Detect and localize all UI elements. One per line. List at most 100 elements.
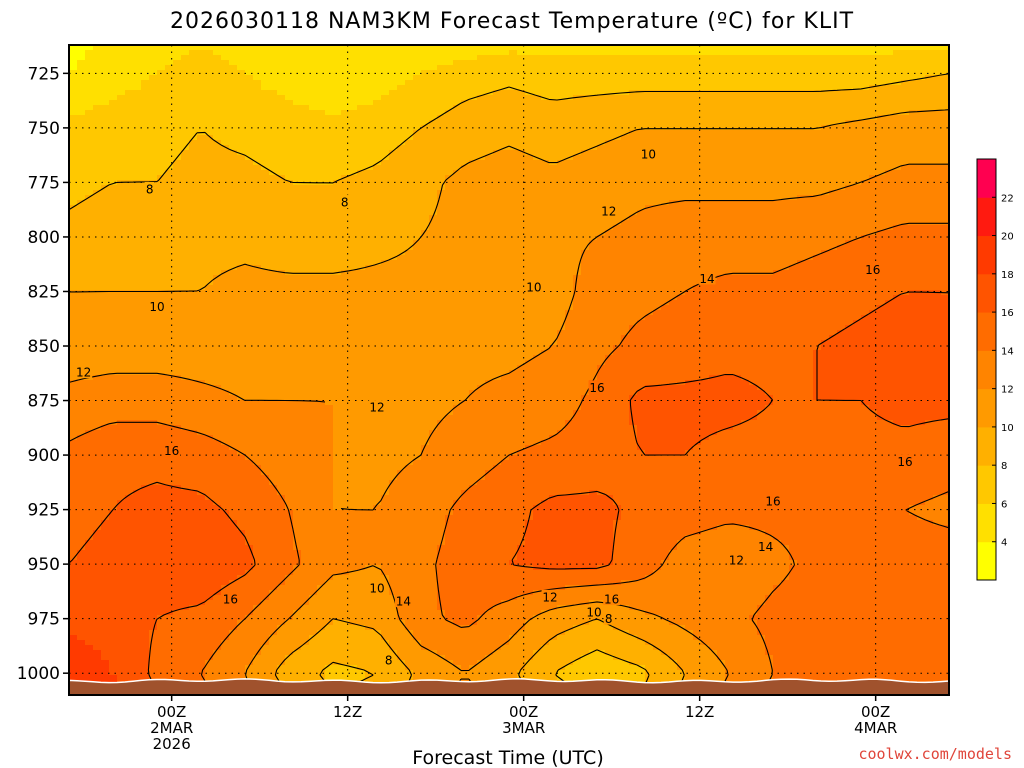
field-cell xyxy=(797,215,806,221)
field-cell xyxy=(405,160,414,166)
field-cell xyxy=(845,150,854,156)
field-cell xyxy=(445,160,454,166)
field-cell xyxy=(693,240,702,246)
field-cell xyxy=(229,200,238,206)
field-cell xyxy=(429,165,438,171)
field-cell xyxy=(541,190,550,196)
field-cell xyxy=(397,75,406,81)
field-cell xyxy=(637,230,646,236)
field-cell xyxy=(109,60,118,66)
field-cell xyxy=(653,65,662,71)
field-cell xyxy=(141,155,150,161)
field-cell xyxy=(901,170,910,176)
field-cell xyxy=(205,240,214,246)
field-cell xyxy=(861,130,870,136)
field-cell xyxy=(469,50,478,56)
field-cell xyxy=(357,205,366,211)
field-cell xyxy=(493,100,502,106)
field-cell xyxy=(677,160,686,166)
field-cell xyxy=(461,165,470,171)
field-cell xyxy=(421,250,430,256)
field-cell xyxy=(197,250,206,256)
field-cell xyxy=(757,250,766,256)
field-cell xyxy=(821,175,830,181)
field-cell xyxy=(149,270,158,276)
field-cell xyxy=(581,110,590,116)
field-cell xyxy=(869,125,878,131)
field-cell xyxy=(829,135,838,141)
field-cell xyxy=(85,270,94,276)
field-cell xyxy=(901,225,910,231)
field-cell xyxy=(893,225,902,231)
field-cell xyxy=(477,120,486,126)
field-cell xyxy=(685,220,694,226)
field-cell xyxy=(725,110,734,116)
field-cell xyxy=(397,95,406,101)
field-cell xyxy=(261,190,270,196)
field-cell xyxy=(165,245,174,251)
field-cell xyxy=(485,230,494,236)
field-cell xyxy=(509,250,518,256)
field-cell xyxy=(381,100,390,106)
field-cell xyxy=(237,125,246,131)
field-cell xyxy=(621,260,630,266)
field-cell xyxy=(765,70,774,76)
field-cell xyxy=(501,250,510,256)
field-cell xyxy=(165,80,174,86)
field-cell xyxy=(93,135,102,141)
field-cell xyxy=(269,205,278,211)
field-cell xyxy=(509,80,518,86)
field-cell xyxy=(613,120,622,126)
field-cell xyxy=(437,250,446,256)
field-cell xyxy=(629,50,638,56)
field-cell xyxy=(181,205,190,211)
field-cell xyxy=(645,215,654,221)
field-cell xyxy=(525,45,534,51)
field-cell xyxy=(325,235,334,241)
field-cell xyxy=(829,150,838,156)
field-cell xyxy=(741,115,750,121)
field-cell xyxy=(885,255,894,261)
field-cell xyxy=(85,145,94,151)
field-cell xyxy=(557,160,566,166)
field-cell xyxy=(437,115,446,121)
field-cell xyxy=(597,165,606,171)
field-cell xyxy=(149,85,158,91)
field-cell xyxy=(141,245,150,251)
field-cell xyxy=(261,250,270,256)
field-cell xyxy=(653,255,662,261)
field-cell xyxy=(325,195,334,201)
field-cell xyxy=(421,165,430,171)
field-cell xyxy=(573,240,582,246)
field-cell xyxy=(709,230,718,236)
field-cell xyxy=(493,90,502,96)
field-cell xyxy=(77,260,86,266)
field-cell xyxy=(133,65,142,71)
field-cell xyxy=(293,190,302,196)
field-cell xyxy=(181,150,190,156)
field-cell xyxy=(317,120,326,126)
field-cell xyxy=(157,105,166,111)
field-cell xyxy=(229,150,238,156)
field-cell xyxy=(533,80,542,86)
field-cell xyxy=(733,225,742,231)
field-cell xyxy=(517,90,526,96)
field-cell xyxy=(509,180,518,186)
field-cell xyxy=(677,245,686,251)
field-cell xyxy=(445,125,454,131)
field-cell xyxy=(717,65,726,71)
field-cell xyxy=(677,130,686,136)
field-cell xyxy=(701,120,710,126)
field-cell xyxy=(333,210,342,216)
field-cell xyxy=(653,150,662,156)
field-cell xyxy=(685,125,694,131)
field-cell xyxy=(653,110,662,116)
field-cell xyxy=(357,115,366,121)
field-cell xyxy=(253,235,262,241)
field-cell xyxy=(837,175,846,181)
field-cell xyxy=(741,230,750,236)
field-cell xyxy=(293,145,302,151)
field-cell xyxy=(221,130,230,136)
field-cell xyxy=(829,245,838,251)
field-cell xyxy=(693,225,702,231)
